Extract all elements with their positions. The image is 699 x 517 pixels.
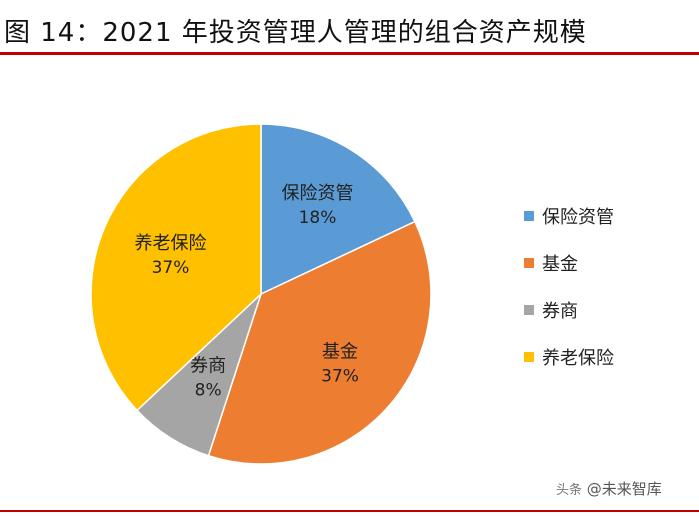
watermark: 头条 @未来智库 bbox=[556, 478, 662, 499]
legend-label: 券商 bbox=[542, 300, 578, 322]
legend-swatch bbox=[524, 351, 534, 362]
legend-label: 基金 bbox=[542, 253, 578, 275]
legend-label: 养老保险 bbox=[542, 347, 614, 369]
slice-value-label: 18% bbox=[299, 208, 337, 228]
legend-item: 养老保险 bbox=[524, 333, 614, 380]
legend-item: 基金 bbox=[524, 239, 614, 286]
slice-value-label: 37% bbox=[152, 258, 190, 278]
slice-label: 券商 bbox=[190, 355, 226, 376]
pie-slice bbox=[207, 220, 432, 465]
slice-label: 保险资管 bbox=[281, 183, 353, 204]
legend-item: 券商 bbox=[524, 286, 614, 333]
legend-label: 保险资管 bbox=[542, 206, 614, 228]
legend-swatch bbox=[524, 210, 534, 221]
legend-item: 保险资管 bbox=[524, 192, 614, 239]
slice-value-label: 37% bbox=[321, 367, 359, 387]
watermark-prefix: 头条 bbox=[556, 483, 583, 498]
chart-legend: 保险资管基金券商养老保险 bbox=[524, 192, 614, 380]
page-title: 图 14：2021 年投资管理人管理的组合资产规模 bbox=[4, 18, 587, 48]
slice-value-label: 8% bbox=[195, 380, 222, 400]
legend-swatch bbox=[524, 257, 534, 268]
pie-slice bbox=[90, 123, 262, 412]
watermark-text: @未来智库 bbox=[586, 480, 662, 498]
slice-label: 养老保险 bbox=[135, 233, 207, 254]
title-divider bbox=[0, 52, 699, 55]
slice-label: 基金 bbox=[322, 342, 358, 363]
pie-slice bbox=[260, 123, 416, 296]
footer-divider bbox=[0, 510, 699, 512]
legend-swatch bbox=[524, 304, 534, 315]
